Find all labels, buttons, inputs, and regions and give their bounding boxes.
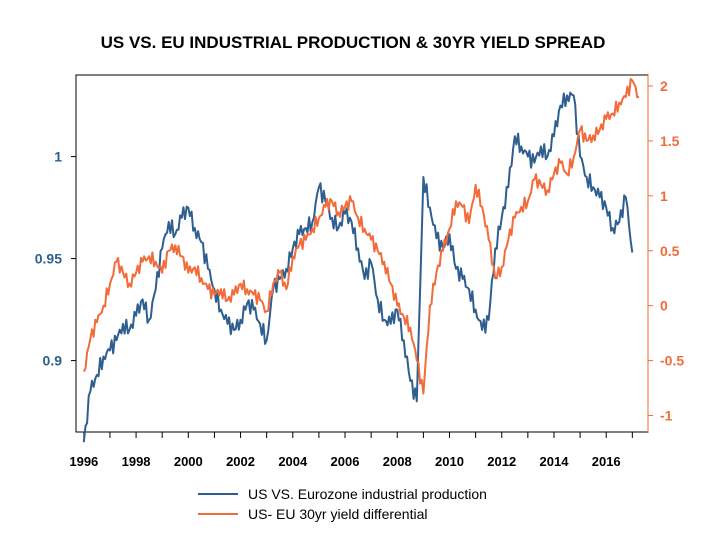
y-right-tick-label: 0.5 xyxy=(660,243,680,259)
x-tick-label: 2016 xyxy=(592,454,621,469)
x-tick-label: 1996 xyxy=(69,454,98,469)
y-left-tick-label: 0.9 xyxy=(43,353,63,369)
legend: US VS. Eurozone industrial production US-… xyxy=(198,486,487,522)
x-tick-label: 2004 xyxy=(278,454,308,469)
y-right-tick-label: 1 xyxy=(660,188,668,204)
series-line-1 xyxy=(82,91,634,443)
plot-frame xyxy=(75,74,649,433)
x-tick-label: 2012 xyxy=(487,454,516,469)
x-axis: 1996 1998 2000 2002 2004 2006 2008 2010 2012 2014… xyxy=(69,432,633,469)
y-axis-right: -1 -0.5 0 0.5 1 1.5 2 xyxy=(647,75,684,432)
y-right-tick-label: 0 xyxy=(660,298,668,314)
y-axis-left: 0.9 0.95 1 xyxy=(35,149,76,369)
legend-label: US VS. Eurozone industrial production xyxy=(248,486,487,502)
y-right-tick-label: -0.5 xyxy=(660,353,684,369)
legend-label: US- EU 30yr yield differential xyxy=(248,506,427,522)
y-left-tick-label: 0.95 xyxy=(35,251,62,267)
y-right-tick-label: 1.5 xyxy=(660,133,680,149)
x-tick-label: 1998 xyxy=(122,454,151,469)
x-tick-label: 2010 xyxy=(435,454,464,469)
series-line-2 xyxy=(82,78,640,395)
x-tick-label: 2000 xyxy=(174,454,203,469)
y-left-tick-label: 1 xyxy=(54,149,62,165)
x-tick-label: 2014 xyxy=(540,454,570,469)
x-tick-label: 2006 xyxy=(331,454,360,469)
chart-title: US VS. EU INDUSTRIAL PRODUCTION & 30YR Y… xyxy=(101,33,606,52)
y-right-tick-label: -1 xyxy=(660,408,673,424)
x-tick-label: 2008 xyxy=(383,454,412,469)
series-layer xyxy=(82,78,640,443)
x-tick-label: 2002 xyxy=(226,454,255,469)
y-right-tick-label: 2 xyxy=(660,78,668,94)
